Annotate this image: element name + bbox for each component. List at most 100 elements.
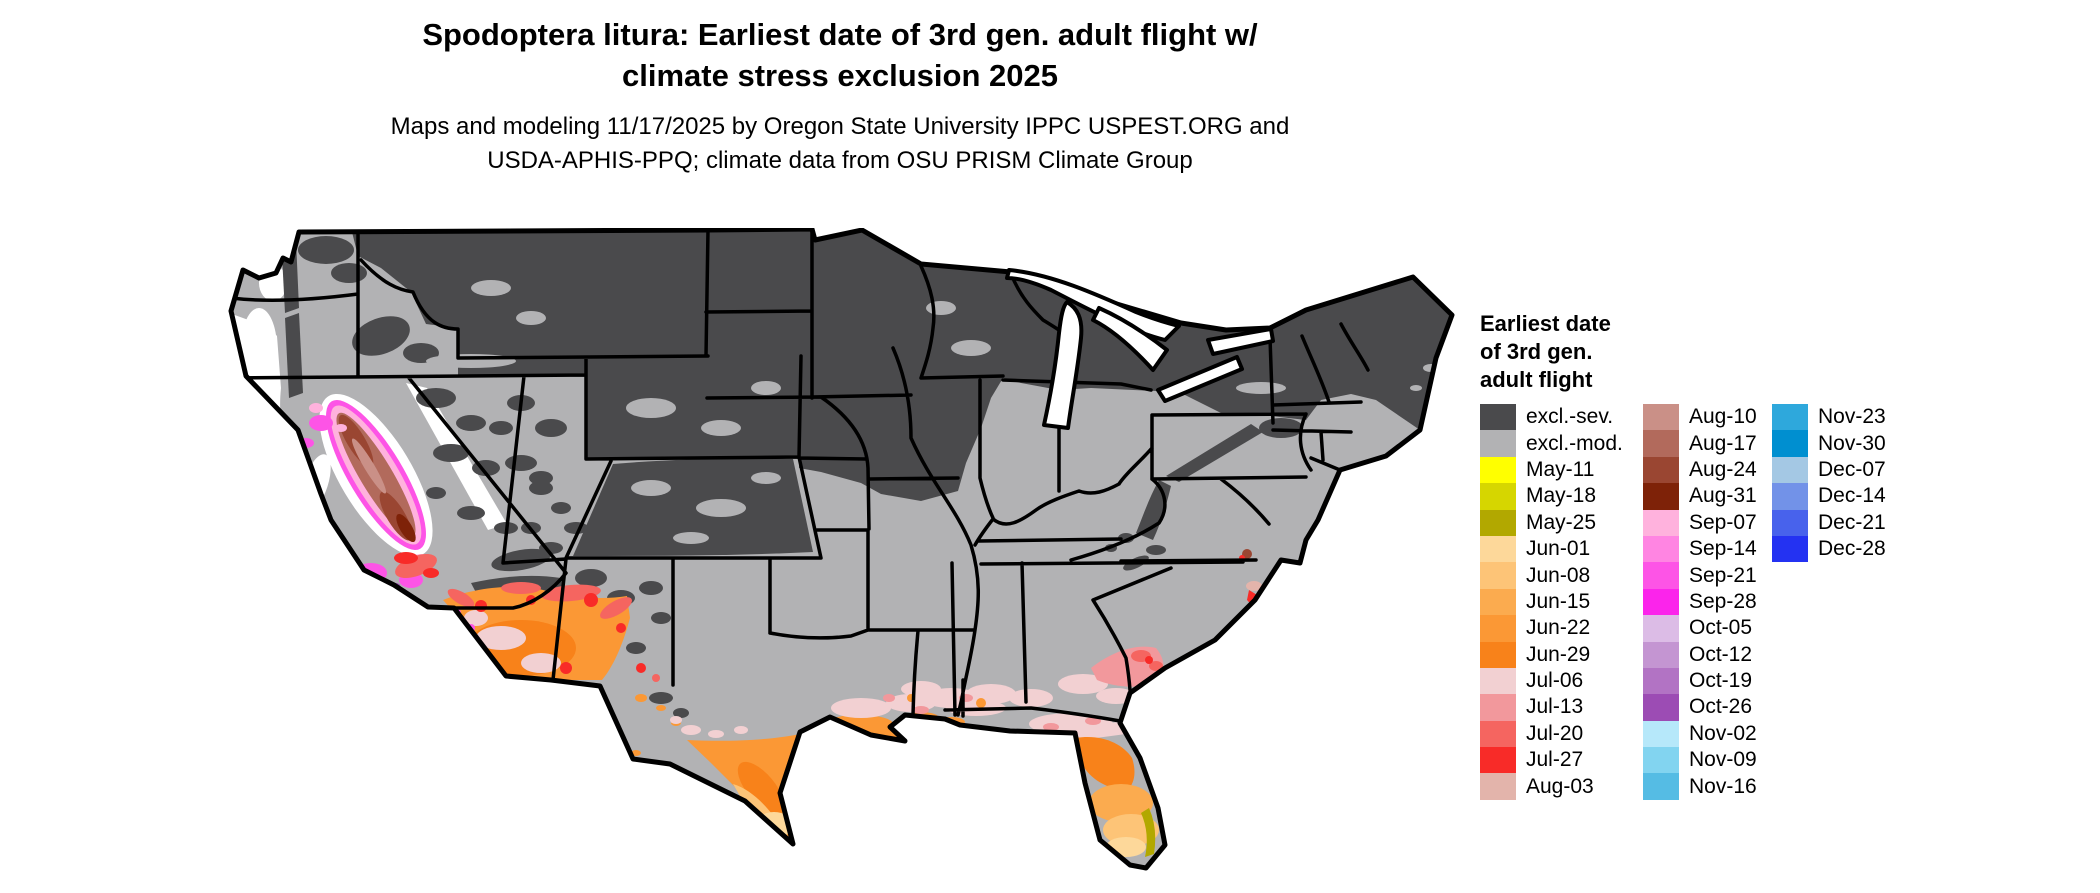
legend-label: May-18 [1526, 484, 1597, 508]
lake-superior [1005, 268, 1181, 342]
legend-label: Nov-09 [1689, 748, 1757, 772]
legend-swatch [1772, 483, 1808, 510]
legend-label: excl.-sev. [1526, 405, 1614, 429]
legend-entry: Aug-03 [1480, 773, 1623, 800]
legend-swatch [1480, 720, 1516, 748]
legend-label: Dec-21 [1818, 510, 1886, 534]
legend-swatch [1480, 588, 1516, 616]
map-layer-lakes [1005, 268, 1275, 430]
legend-swatch [1643, 562, 1679, 589]
legend-label: May-25 [1526, 510, 1597, 534]
legend-label: Jul-27 [1526, 748, 1584, 772]
legend-swatch [1772, 404, 1808, 431]
legend-swatch [1480, 615, 1516, 642]
legend-swatch [1480, 773, 1516, 800]
legend-entry: Sep-14 [1643, 535, 1757, 563]
legend-entry: Aug-10 [1643, 404, 1757, 431]
legend-label: May-11 [1526, 457, 1595, 481]
legend-swatch [1643, 747, 1679, 774]
legend-entry: Jun-22 [1480, 615, 1623, 642]
legend-label: Oct-12 [1689, 642, 1753, 666]
legend-entry: Dec-14 [1772, 483, 1886, 510]
legend-swatch [1643, 588, 1679, 616]
legend-swatch [1643, 615, 1679, 642]
legend-entry: Nov-02 [1643, 720, 1757, 748]
legend-swatch [1643, 430, 1679, 457]
legend-swatch [1643, 667, 1679, 695]
legend-entry: Aug-24 [1643, 456, 1757, 484]
legend-swatch [1480, 430, 1516, 457]
map-layer-excluded-moderate-speckles [426, 280, 1439, 544]
legend-entry: Aug-17 [1643, 430, 1757, 457]
legend-entry: Oct-05 [1643, 615, 1757, 642]
legend-title: Earliest date of 3rd gen. adult flight [1480, 310, 1900, 394]
map-layer-state-borders [231, 229, 1370, 723]
legend-swatch [1643, 773, 1679, 800]
legend-swatch [1480, 483, 1516, 510]
legend-label: Dec-14 [1818, 484, 1886, 508]
legend-swatch [1643, 535, 1679, 563]
legend-label: Dec-07 [1818, 457, 1886, 481]
legend-title-line-2: of 3rd gen. [1480, 339, 1593, 364]
legend-entry: Nov-16 [1643, 773, 1757, 800]
legend-label: Jul-20 [1526, 721, 1584, 745]
legend-entry: Dec-21 [1772, 509, 1886, 536]
legend-entry: Aug-31 [1643, 483, 1757, 510]
legend-swatch [1772, 430, 1808, 457]
legend-label: Aug-31 [1689, 484, 1757, 508]
legend-label: Jul-06 [1526, 669, 1584, 693]
page-subtitle: Maps and modeling 11/17/2025 by Oregon S… [0, 110, 1680, 178]
legend-entry: Sep-07 [1643, 509, 1757, 536]
legend-entry: Jun-01 [1480, 535, 1623, 563]
legend-title-line-3: adult flight [1480, 367, 1593, 392]
legend-swatch [1772, 509, 1808, 536]
lake-huron [1091, 306, 1169, 372]
legend-label: Jun-22 [1526, 616, 1591, 640]
header: Spodoptera litura: Earliest date of 3rd … [0, 14, 1680, 178]
legend-entry: Jul-06 [1480, 667, 1623, 695]
legend-entry: May-18 [1480, 483, 1623, 510]
legend-swatch [1643, 404, 1679, 431]
legend-column-2: Aug-10 Aug-17 Aug-24 Aug-31 Sep-07 Sep-14 Sep-… [1643, 404, 1757, 800]
legend-entry: Sep-28 [1643, 588, 1757, 616]
legend-label: Jun-15 [1526, 589, 1591, 613]
title-line-2: climate stress exclusion 2025 [622, 58, 1058, 93]
legend-entry: excl.-mod. [1480, 430, 1623, 457]
legend-label: Aug-24 [1689, 457, 1757, 481]
legend-entry: Oct-26 [1643, 694, 1757, 721]
legend-entry: May-11 [1480, 456, 1623, 484]
legend-swatch [1643, 694, 1679, 721]
legend-swatch [1643, 641, 1679, 668]
legend-entry: Oct-12 [1643, 641, 1757, 668]
legend-swatch [1480, 404, 1516, 431]
legend-column-1: excl.-sev. excl.-mod. May-11 May-18 May-25 Ju… [1480, 404, 1623, 800]
legend-swatch [1480, 694, 1516, 721]
title-line-1: Spodoptera litura: Earliest date of 3rd … [422, 17, 1258, 52]
legend-label: Sep-28 [1689, 589, 1757, 613]
map-container [221, 226, 1461, 888]
legend-label: Aug-17 [1689, 431, 1757, 455]
legend-entry: Nov-23 [1772, 404, 1886, 431]
legend-label: Oct-26 [1689, 695, 1753, 719]
legend-label: Sep-21 [1689, 563, 1757, 587]
legend-label: Aug-03 [1526, 774, 1594, 798]
legend-swatch [1643, 483, 1679, 510]
legend-swatch [1643, 456, 1679, 484]
legend-entry: Dec-07 [1772, 456, 1886, 484]
legend-swatch [1772, 456, 1808, 484]
legend-entry: Jun-15 [1480, 588, 1623, 616]
legend-title-line-1: Earliest date [1480, 311, 1611, 336]
legend-entry: Sep-21 [1643, 562, 1757, 589]
legend-swatch [1480, 747, 1516, 774]
legend-label: Nov-02 [1689, 721, 1757, 745]
legend-entry: excl.-sev. [1480, 404, 1623, 431]
legend-swatch [1480, 456, 1516, 484]
legend-entry: Jul-20 [1480, 720, 1623, 748]
legend-swatch [1480, 641, 1516, 668]
legend-swatch [1480, 535, 1516, 563]
legend-swatch [1643, 509, 1679, 536]
legend-label: Nov-16 [1689, 774, 1757, 798]
map-outline [228, 226, 1455, 871]
legend: Earliest date of 3rd gen. adult flight e… [1480, 310, 1900, 800]
legend-label: Aug-10 [1689, 405, 1757, 429]
